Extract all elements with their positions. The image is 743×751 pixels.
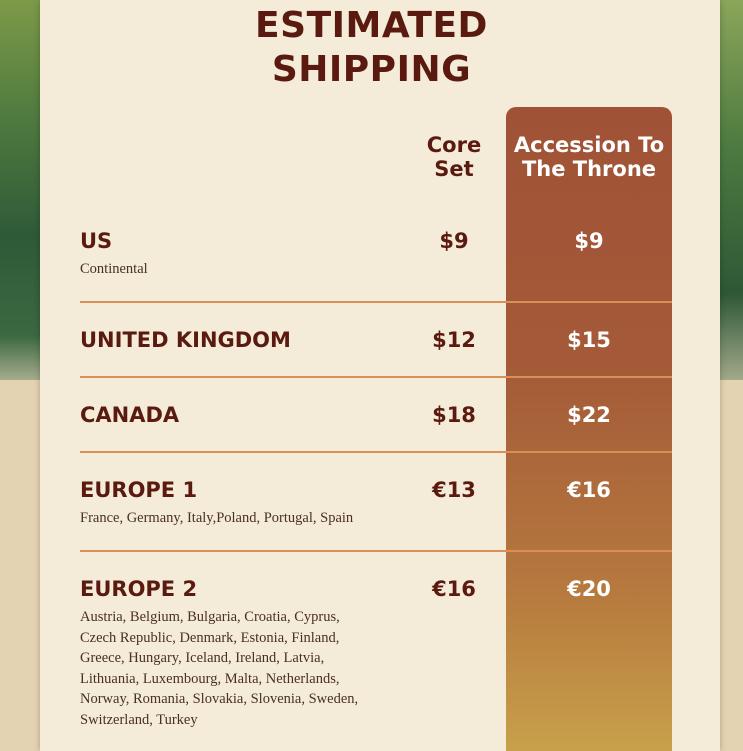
page-title-line2: SHIPPING <box>271 49 472 90</box>
price-core-europe2: €16 <box>432 577 476 601</box>
row-divider <box>80 550 672 552</box>
region-note-europe2-line3: Greece, Hungary, Iceland, Ireland, Latvi… <box>80 650 325 666</box>
region-name-europe1: EUROPE 1 <box>80 478 198 502</box>
row-divider <box>80 301 672 303</box>
region-name-uk: UNITED KINGDOM <box>80 328 291 352</box>
region-name-europe2: EUROPE 2 <box>80 577 198 601</box>
column-header-core-line2: Set <box>434 157 474 181</box>
price-core-us: $9 <box>439 229 469 253</box>
column-header-expansion-line2: The Throne <box>521 157 657 181</box>
price-expansion-europe1: €16 <box>567 478 611 502</box>
column-header-expansion-line1: Accession To <box>513 133 665 157</box>
price-core-canada: $18 <box>432 403 476 427</box>
price-expansion-europe2: €20 <box>567 577 611 601</box>
region-note-europe2-line5: Norway, Romania, Slovakia, Slovenia, Swe… <box>80 691 359 707</box>
region-note-us: Continental <box>80 261 148 277</box>
price-expansion-canada: $22 <box>567 403 611 427</box>
row-divider <box>80 376 672 378</box>
page-title-line1: ESTIMATED <box>255 5 488 46</box>
price-core-uk: $12 <box>432 328 476 352</box>
region-note-europe2-line1: Austria, Belgium, Bulgaria, Croatia, Cyp… <box>80 609 340 625</box>
region-note-europe2-line2: Czech Republic, Denmark, Estonia, Finlan… <box>80 629 340 646</box>
price-core-europe1: €13 <box>432 478 476 502</box>
row-divider <box>80 451 672 453</box>
region-note-europe2-line6: Switzerland, Turkey <box>80 711 198 728</box>
region-name-us: US <box>80 229 113 253</box>
expansion-column-highlight <box>506 107 672 751</box>
region-note-europe2-line4: Lithuania, Luxembourg, Malta, Netherland… <box>80 670 340 687</box>
region-note-europe1: France, Germany, Italy,Poland, Portugal,… <box>80 510 354 526</box>
region-name-canada: CANADA <box>80 403 180 427</box>
price-expansion-uk: $15 <box>567 328 611 352</box>
column-header-core-line1: Core <box>426 133 482 157</box>
price-expansion-us: $9 <box>574 229 604 253</box>
